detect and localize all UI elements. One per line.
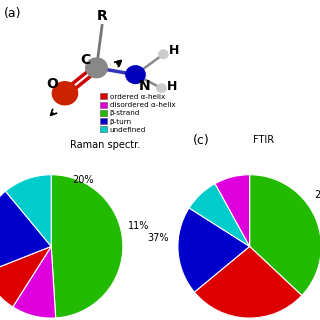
Wedge shape: [178, 208, 250, 292]
Circle shape: [86, 58, 107, 78]
Text: N: N: [139, 79, 151, 93]
Text: H: H: [167, 80, 177, 93]
Circle shape: [159, 50, 168, 59]
Text: 37%: 37%: [147, 233, 169, 243]
Text: R: R: [97, 9, 107, 23]
Text: 11%: 11%: [128, 221, 149, 231]
Wedge shape: [0, 246, 51, 307]
Wedge shape: [189, 184, 250, 246]
Text: 20%: 20%: [314, 190, 320, 200]
Text: 20%: 20%: [73, 175, 94, 186]
Text: FTIR: FTIR: [253, 135, 275, 145]
Wedge shape: [215, 175, 250, 246]
Circle shape: [126, 66, 145, 84]
Text: O: O: [46, 77, 58, 91]
Circle shape: [52, 82, 77, 105]
Text: (a): (a): [4, 7, 21, 20]
Circle shape: [157, 84, 166, 92]
Text: Raman spectr.: Raman spectr.: [70, 140, 140, 150]
Wedge shape: [5, 175, 51, 246]
Wedge shape: [194, 246, 302, 318]
Wedge shape: [250, 175, 320, 295]
Wedge shape: [13, 246, 56, 318]
Legend: ordered α-helix, disordered α-helix, β-strand, β-turn, undefined: ordered α-helix, disordered α-helix, β-s…: [100, 93, 175, 133]
Text: C: C: [80, 53, 90, 68]
Wedge shape: [0, 191, 51, 273]
Wedge shape: [51, 175, 123, 318]
Text: H: H: [169, 44, 179, 57]
Text: (c): (c): [193, 134, 209, 147]
